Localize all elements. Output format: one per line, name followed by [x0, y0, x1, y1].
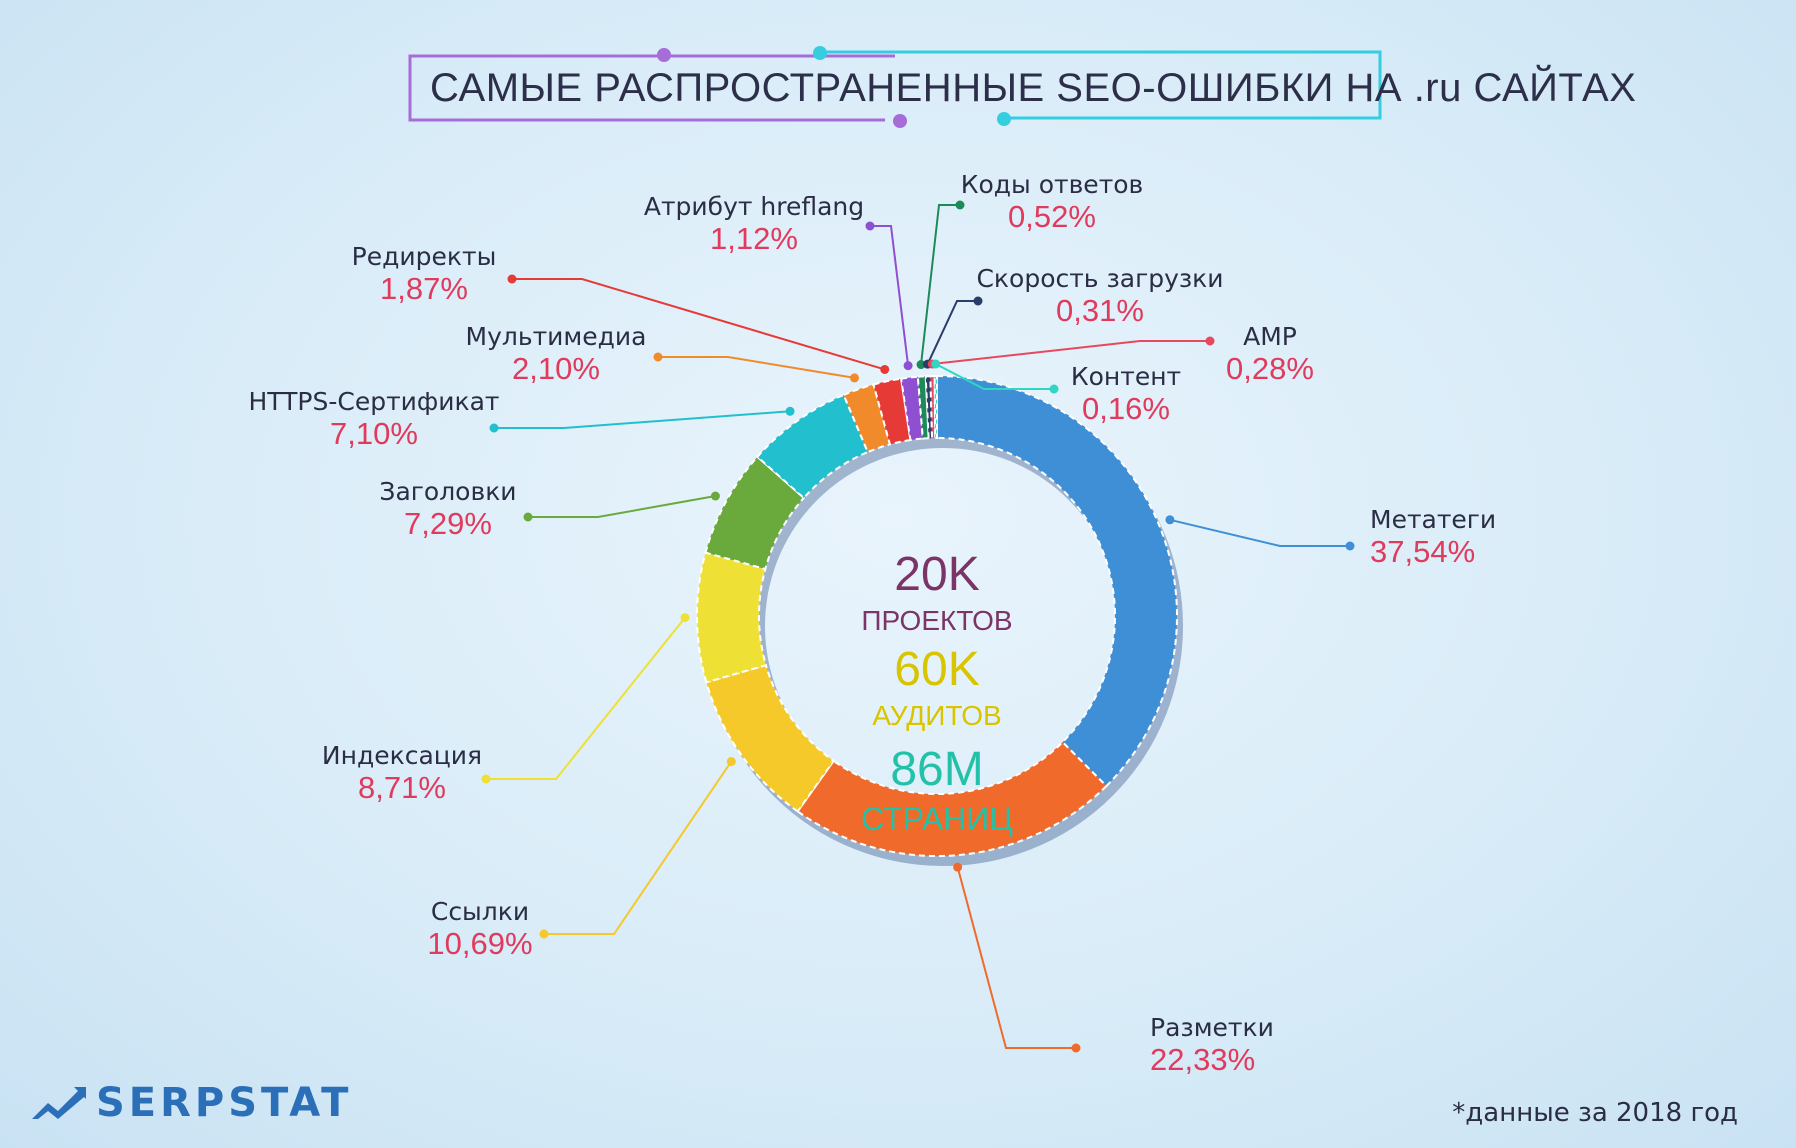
category-label-индексация: Индексация [322, 741, 482, 770]
value-label-индексация: 8,71% [358, 770, 446, 805]
center-projects-label: ПРОЕКТОВ [861, 605, 1012, 636]
category-label-коды-ответов: Коды ответов [961, 170, 1144, 199]
leader-редиректы [507, 274, 890, 374]
value-label-коды-ответов: 0,52% [1008, 199, 1096, 234]
value-label-amp: 0,28% [1226, 351, 1314, 386]
donut-slice-разметки [796, 740, 1108, 857]
leader-индексация [481, 613, 690, 784]
leader-коды-ответов [916, 200, 965, 370]
value-label-разметки: 22,33% [1150, 1042, 1255, 1077]
donut-slice-заголовки [704, 455, 806, 571]
category-label-заголовки: Заголовки [379, 477, 516, 506]
category-label-https-сертификат: HTTPS-Сертификат [249, 387, 500, 416]
center-audits-label: АУДИТОВ [872, 700, 1001, 731]
leader-разметки [953, 862, 1081, 1053]
category-label-amp: AMP [1243, 322, 1297, 351]
category-label-редиректы: Редиректы [352, 242, 497, 271]
leader-скорость-загрузки [923, 296, 983, 369]
category-label-ссылки: Ссылки [431, 897, 529, 926]
leader-атрибут-hreflang [865, 221, 913, 371]
chart-title: САМЫЕ РАСПРОСТРАНЕННЫЕ SEO-ОШИБКИ НА .ru… [430, 66, 1637, 110]
footnote: *данные за 2018 год [1452, 1098, 1738, 1128]
serpstat-logo: SERPSTAT [30, 1080, 352, 1126]
donut-slice-индексация [696, 551, 768, 684]
value-label-скорость-загрузки: 0,31% [1056, 293, 1144, 328]
title-frame [408, 46, 1382, 128]
donut-slice-метатеги [936, 374, 1178, 788]
category-label-мультимедиа: Мультимедиа [466, 322, 647, 351]
value-label-атрибут-hreflang: 1,12% [710, 221, 798, 256]
center-projects-value: 20K [894, 548, 979, 601]
donut-slice-атрибут-hreflang [899, 375, 924, 442]
logo-text: SERPSTAT [96, 1080, 353, 1126]
center-audits-value: 60K [894, 643, 979, 696]
leader-мультимедиа [653, 352, 859, 383]
value-label-заголовки: 7,29% [404, 506, 492, 541]
category-label-разметки: Разметки [1150, 1013, 1274, 1042]
leader-заголовки [523, 491, 720, 522]
leader-ссылки [539, 757, 736, 939]
leader-метатеги [1165, 515, 1355, 551]
leader-контент [931, 359, 1059, 394]
category-label-контент: Контент [1071, 362, 1181, 391]
value-label-https-сертификат: 7,10% [330, 416, 418, 451]
value-label-редиректы: 1,87% [380, 271, 468, 306]
value-label-ссылки: 10,69% [427, 926, 532, 961]
leader-https-сертификат [489, 406, 795, 433]
chart-logo-icon [32, 1087, 86, 1119]
category-label-атрибут-hreflang: Атрибут hreflang [644, 192, 864, 221]
category-label-скорость-загрузки: Скорость загрузки [976, 264, 1223, 293]
donut-slice-контент [933, 374, 938, 440]
donut-slice-коды-ответов [916, 375, 930, 440]
center-pages-label: СТРАНИЦ [861, 801, 1013, 837]
value-label-мультимедиа: 2,10% [512, 351, 600, 386]
center-pages-value: 86M [890, 743, 983, 796]
category-label-метатеги: Метатеги [1370, 505, 1496, 534]
value-label-контент: 0,16% [1082, 391, 1170, 426]
value-label-метатеги: 37,54% [1370, 534, 1475, 569]
donut-slice-https-сертификат [755, 393, 870, 500]
